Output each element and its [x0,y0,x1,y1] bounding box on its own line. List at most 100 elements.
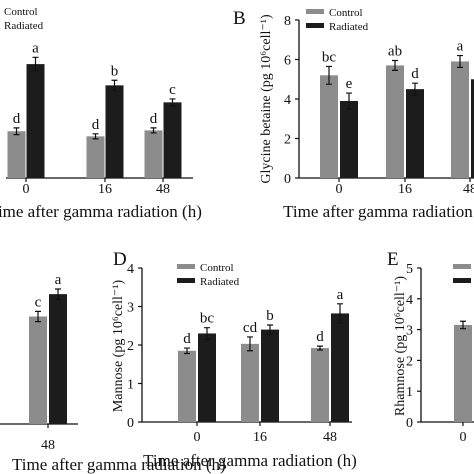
panel-letter: D [113,249,127,270]
x-tick-label: 0 [460,430,467,445]
bar-control [144,130,163,178]
x-tick-label: 48 [323,430,337,445]
significance-letter: a [457,39,464,55]
error-bar [247,336,253,352]
bar-control [454,324,472,422]
bar-radiated [105,85,124,178]
panel-b: 02468bce0abd16ad48Time after gamma radia… [233,7,474,221]
significance-letter: c [169,82,176,98]
x-axis-label: Time after gamma radiation (h) [143,451,357,470]
bar-radiated [471,79,474,178]
significance-letter: a [32,40,39,56]
legend-label: Control [200,262,234,274]
significance-letter: d [150,111,158,127]
bar-control [311,348,329,422]
x-tick-label: 48 [156,182,170,197]
error-bar [317,345,323,351]
legend-label: Radiated [4,20,44,32]
y-tick-label: 2 [406,354,413,369]
bar-radiated [340,100,358,178]
y-tick-label: 2 [284,133,291,148]
error-bar [326,65,332,85]
error-bar [392,59,398,71]
legend-label: Radiated [200,276,240,288]
panel-letter: E [387,249,399,270]
bar-radiated [26,64,45,178]
bar-control [29,316,47,424]
significance-letter: e [346,76,353,92]
legend-label: Radiated [329,21,369,33]
bar-radiated [198,333,216,422]
bar-control [386,65,404,178]
bar-radiated [163,102,182,178]
error-bar [150,127,157,134]
bar-control [86,136,105,178]
x-axis-label: Time after gamma radiation (h) [0,202,202,221]
y-tick-label: 3 [406,324,413,339]
legend-swatch [177,278,195,283]
x-tick-label: 0 [336,182,343,197]
bar-control [7,131,26,178]
y-tick-label: 2 [127,339,134,354]
y-tick-label: 0 [127,416,134,431]
y-tick-label: 4 [284,93,291,108]
bar-control [320,75,338,178]
significance-letter: d [183,331,191,347]
bar-control [178,350,196,422]
error-bar [35,310,41,323]
error-bar [169,98,176,107]
x-axis-label: Time after gamma radiation (h) [12,455,226,474]
bar-control [241,343,259,422]
significance-letter: cd [243,320,258,336]
significance-letter: bc [200,311,215,327]
significance-letter: d [92,117,100,133]
significance-letter: b [111,63,119,79]
bar-radiated [49,294,67,424]
bar-control [451,61,469,178]
error-bar [13,127,20,136]
significance-letter: ab [388,43,402,59]
error-bar [32,56,39,72]
x-tick-label: 16 [253,430,267,445]
legend-label: Control [4,6,38,18]
legend-swatch [306,9,324,14]
legend-swatch [453,278,471,283]
y-axis-label: Glycine betaine (pg 10⁶cell⁻¹) [259,14,274,184]
error-bar [267,324,273,335]
x-tick-label: 0 [194,430,201,445]
x-tick-label: 48 [463,182,474,197]
y-tick-label: 5 [406,262,413,277]
y-tick-label: 6 [284,54,291,69]
x-tick-label: 0 [23,182,30,197]
y-tick-label: 3 [127,301,134,316]
error-bar [111,79,118,92]
significance-letter: c [35,294,42,310]
significance-letter: d [316,329,324,345]
x-tick-label: 48 [41,438,55,453]
x-tick-label: 16 [98,182,112,197]
legend-label: Control [329,7,363,19]
y-axis-label: Mannose (pg 10⁶cell⁻¹) [111,280,126,413]
error-bar [92,133,99,140]
bar-radiated [406,89,424,178]
y-tick-label: 4 [127,262,134,277]
error-bar [337,303,343,324]
legend-swatch [177,264,195,269]
y-axis-label: Rhamnose (pg 10⁶cell⁻¹) [393,276,408,416]
error-bar [55,288,61,300]
bar-radiated [331,313,349,422]
significance-letter: d [411,66,419,82]
y-tick-label: 4 [406,293,413,308]
y-tick-label: 1 [127,378,134,393]
y-tick-label: 0 [284,172,291,187]
legend-swatch [453,264,471,269]
panel-letter: B [233,8,246,29]
y-tick-label: 0 [406,416,413,431]
legend-swatch [306,23,324,28]
error-bar [204,327,210,340]
error-bar [184,347,190,355]
bar-radiated [261,329,279,422]
